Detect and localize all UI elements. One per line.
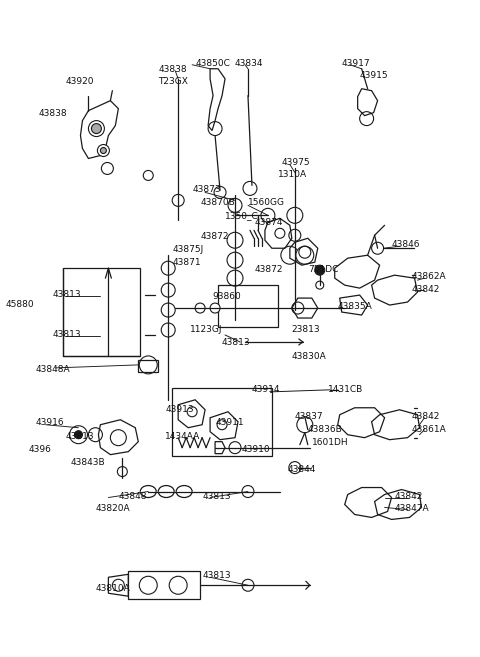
- Circle shape: [101, 162, 113, 175]
- Text: 43837: 43837: [295, 412, 324, 420]
- Circle shape: [227, 252, 243, 268]
- Text: 43850C: 43850C: [195, 58, 230, 68]
- Text: 43835A: 43835A: [338, 302, 372, 311]
- Text: 43846: 43846: [392, 240, 420, 249]
- Circle shape: [100, 148, 107, 154]
- Circle shape: [287, 208, 303, 223]
- Circle shape: [315, 265, 325, 275]
- Text: 751DC: 751DC: [308, 265, 338, 274]
- Text: 1123GJ: 1123GJ: [190, 325, 223, 334]
- Circle shape: [195, 303, 205, 313]
- Circle shape: [227, 270, 243, 286]
- Text: 43872: 43872: [255, 265, 284, 274]
- Text: 43862A: 43862A: [411, 272, 446, 281]
- Circle shape: [289, 462, 301, 474]
- Text: 1350_C: 1350_C: [225, 212, 259, 220]
- Text: 43910: 43910: [242, 445, 271, 454]
- Text: 43872: 43872: [200, 233, 228, 241]
- Text: 43838: 43838: [38, 108, 67, 118]
- Circle shape: [117, 466, 127, 476]
- Circle shape: [161, 283, 175, 297]
- Text: 43917: 43917: [342, 58, 371, 68]
- Text: 43813: 43813: [52, 330, 81, 339]
- Circle shape: [74, 431, 83, 439]
- Text: 1601DH: 1601DH: [312, 438, 348, 447]
- Circle shape: [88, 121, 104, 137]
- Text: 43874: 43874: [255, 218, 284, 227]
- Text: 1434AA: 1434AA: [165, 432, 201, 441]
- Circle shape: [229, 442, 241, 453]
- Text: 43915: 43915: [360, 71, 388, 79]
- Circle shape: [97, 145, 109, 156]
- Text: 43848A: 43848A: [36, 365, 70, 374]
- Text: 93860: 93860: [212, 292, 241, 301]
- Text: 43813: 43813: [52, 290, 81, 299]
- Text: 43975: 43975: [282, 158, 311, 168]
- Text: 43914: 43914: [252, 385, 280, 394]
- Text: 43843B: 43843B: [71, 458, 105, 466]
- Text: 43861A: 43861A: [411, 424, 446, 434]
- Text: 43873: 43873: [192, 185, 221, 194]
- Circle shape: [210, 303, 220, 313]
- Text: 43838: 43838: [158, 65, 187, 74]
- Circle shape: [139, 576, 157, 594]
- Circle shape: [227, 233, 243, 248]
- Circle shape: [88, 428, 102, 442]
- Text: 43830A: 43830A: [292, 352, 326, 361]
- Circle shape: [161, 261, 175, 275]
- Circle shape: [316, 281, 324, 289]
- Text: 43813: 43813: [202, 572, 231, 580]
- Text: 43820A: 43820A: [96, 505, 130, 514]
- Text: 43870B: 43870B: [200, 198, 235, 208]
- Circle shape: [292, 302, 304, 314]
- Circle shape: [281, 246, 299, 264]
- Circle shape: [297, 417, 313, 433]
- Text: 43836B: 43836B: [308, 424, 343, 434]
- Text: 43911: 43911: [215, 418, 244, 427]
- Text: 1431CB: 1431CB: [328, 385, 363, 394]
- Text: 1310A: 1310A: [278, 170, 307, 179]
- Text: 43875J: 43875J: [172, 245, 204, 254]
- Text: 23813: 23813: [292, 325, 321, 334]
- Circle shape: [161, 303, 175, 317]
- Circle shape: [144, 170, 153, 181]
- Circle shape: [242, 486, 254, 497]
- Circle shape: [110, 430, 126, 445]
- Circle shape: [139, 356, 157, 374]
- Circle shape: [296, 246, 314, 264]
- Text: 43842: 43842: [411, 412, 440, 420]
- Text: 43920: 43920: [65, 77, 94, 85]
- Text: 43848: 43848: [119, 491, 147, 501]
- Circle shape: [161, 323, 175, 337]
- Circle shape: [169, 576, 187, 594]
- Text: T23GX: T23GX: [158, 77, 188, 85]
- Text: 43834: 43834: [235, 58, 264, 68]
- Text: 43871: 43871: [172, 258, 201, 267]
- Circle shape: [242, 579, 254, 591]
- Circle shape: [112, 579, 124, 591]
- Circle shape: [372, 242, 384, 254]
- Text: 43842: 43842: [411, 285, 440, 294]
- Text: 43847A: 43847A: [395, 505, 429, 514]
- Text: 43916: 43916: [36, 418, 64, 427]
- Circle shape: [70, 426, 87, 443]
- Text: 43913: 43913: [165, 405, 194, 414]
- Text: 43813: 43813: [202, 491, 231, 501]
- Text: 43813: 43813: [65, 432, 94, 441]
- Text: 45880: 45880: [6, 300, 34, 309]
- Text: 43842: 43842: [395, 491, 423, 501]
- Circle shape: [91, 124, 101, 133]
- Text: 4396: 4396: [29, 445, 51, 454]
- Text: 43844: 43844: [288, 464, 316, 474]
- Text: 43810A: 43810A: [96, 584, 130, 593]
- Text: 1560GG: 1560GG: [248, 198, 285, 208]
- Text: 43813: 43813: [222, 338, 251, 347]
